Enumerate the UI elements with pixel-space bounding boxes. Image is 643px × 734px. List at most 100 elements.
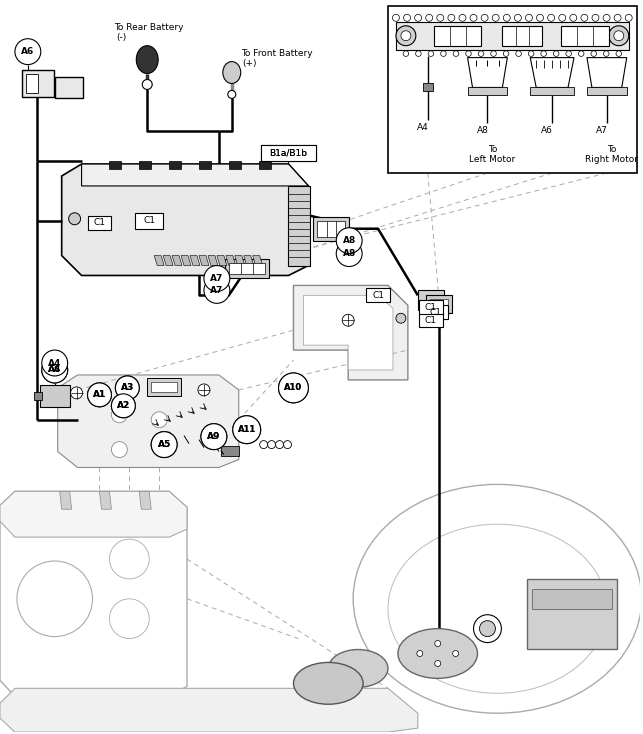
- Circle shape: [616, 51, 622, 57]
- Text: A7: A7: [210, 286, 224, 295]
- Circle shape: [87, 383, 111, 407]
- Text: C1: C1: [93, 218, 105, 228]
- Circle shape: [614, 15, 621, 21]
- Circle shape: [111, 394, 135, 418]
- Bar: [22, 70, 54, 98]
- Circle shape: [392, 15, 399, 21]
- Polygon shape: [217, 255, 227, 266]
- Circle shape: [591, 51, 597, 57]
- Bar: [229, 263, 265, 275]
- Circle shape: [428, 51, 434, 57]
- Circle shape: [453, 650, 458, 656]
- Polygon shape: [190, 255, 200, 266]
- Bar: [587, 87, 627, 95]
- Bar: [221, 446, 239, 456]
- Text: C1: C1: [425, 303, 437, 312]
- Bar: [229, 161, 240, 169]
- Circle shape: [233, 415, 260, 443]
- Circle shape: [198, 384, 210, 396]
- Circle shape: [570, 15, 577, 21]
- Circle shape: [111, 394, 135, 418]
- Circle shape: [284, 440, 291, 448]
- Bar: [318, 221, 345, 236]
- Circle shape: [437, 15, 444, 21]
- Polygon shape: [530, 57, 574, 87]
- Circle shape: [342, 314, 354, 326]
- Circle shape: [17, 561, 93, 636]
- Bar: [261, 145, 316, 161]
- Text: A4: A4: [48, 358, 61, 368]
- Circle shape: [204, 266, 230, 291]
- Bar: [313, 217, 349, 241]
- Circle shape: [478, 51, 484, 57]
- Text: To: To: [607, 145, 617, 154]
- Polygon shape: [293, 286, 408, 380]
- Bar: [147, 378, 181, 396]
- Circle shape: [548, 15, 555, 21]
- Circle shape: [435, 661, 440, 666]
- Text: (-): (-): [116, 33, 127, 43]
- Bar: [467, 87, 507, 95]
- Circle shape: [581, 15, 588, 21]
- Bar: [199, 161, 211, 169]
- Ellipse shape: [353, 484, 642, 713]
- Circle shape: [448, 15, 455, 21]
- Polygon shape: [467, 57, 507, 87]
- Circle shape: [336, 228, 362, 253]
- Circle shape: [435, 641, 440, 647]
- Text: A10: A10: [284, 383, 303, 393]
- Circle shape: [554, 51, 559, 57]
- Text: C1: C1: [430, 308, 442, 317]
- Circle shape: [151, 432, 177, 457]
- Bar: [151, 382, 177, 392]
- Circle shape: [529, 51, 534, 57]
- Text: A4: A4: [417, 123, 429, 132]
- Ellipse shape: [329, 650, 388, 687]
- Circle shape: [426, 15, 433, 21]
- Text: A11: A11: [238, 425, 256, 435]
- Circle shape: [71, 387, 82, 399]
- Text: A7: A7: [596, 126, 608, 135]
- Ellipse shape: [136, 46, 158, 73]
- Circle shape: [42, 357, 68, 383]
- Circle shape: [516, 51, 521, 57]
- Circle shape: [267, 440, 276, 448]
- Circle shape: [604, 51, 609, 57]
- Circle shape: [470, 15, 477, 21]
- Circle shape: [201, 424, 227, 449]
- Bar: [135, 213, 163, 229]
- Text: A8: A8: [343, 236, 356, 245]
- Circle shape: [415, 15, 422, 21]
- Circle shape: [228, 90, 236, 98]
- Text: A5: A5: [158, 440, 171, 449]
- Circle shape: [201, 424, 227, 449]
- Bar: [434, 26, 482, 46]
- Bar: [527, 579, 617, 649]
- Text: A10: A10: [284, 383, 303, 393]
- Polygon shape: [0, 491, 187, 697]
- Circle shape: [592, 15, 599, 21]
- Circle shape: [415, 51, 421, 57]
- Circle shape: [603, 15, 610, 21]
- Bar: [40, 385, 69, 407]
- Polygon shape: [0, 491, 187, 537]
- Circle shape: [536, 15, 543, 21]
- Polygon shape: [58, 375, 239, 468]
- Text: C1: C1: [143, 217, 155, 225]
- Text: A1: A1: [93, 390, 106, 399]
- Circle shape: [466, 51, 471, 57]
- Bar: [55, 76, 82, 98]
- Bar: [225, 258, 269, 278]
- Polygon shape: [60, 491, 71, 509]
- Text: B1a/B1b: B1a/B1b: [269, 148, 307, 158]
- Circle shape: [278, 373, 309, 403]
- Polygon shape: [140, 491, 151, 509]
- Bar: [426, 295, 451, 313]
- Polygon shape: [62, 164, 309, 275]
- Bar: [418, 291, 444, 310]
- Polygon shape: [208, 255, 218, 266]
- Circle shape: [480, 621, 495, 636]
- Text: Right Motor: Right Motor: [585, 155, 638, 164]
- Text: To Front Battery: To Front Battery: [240, 49, 312, 58]
- Circle shape: [109, 599, 149, 639]
